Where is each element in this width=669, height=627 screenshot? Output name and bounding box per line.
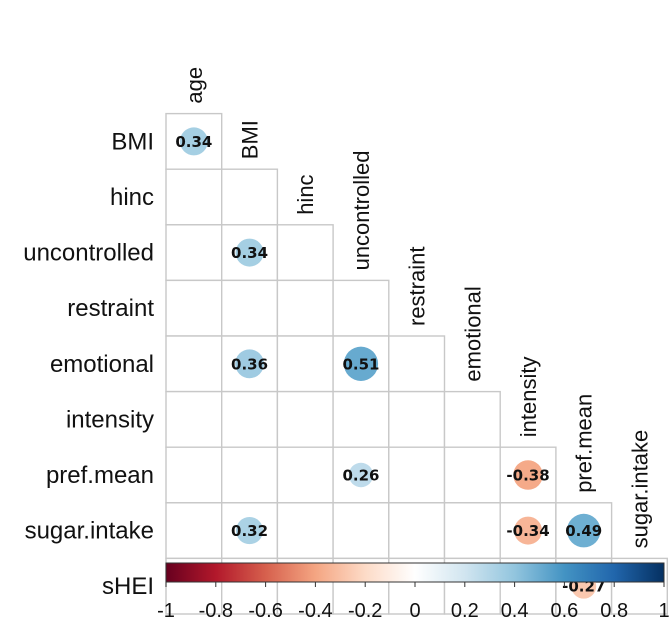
column-label-bmi: BMI — [238, 120, 263, 159]
cell-pref-mean-emotional — [443, 446, 501, 504]
corr-value-pref-mean-intensity: -0.38 — [506, 467, 549, 485]
cell-sugar-intake-restraint — [388, 502, 446, 560]
corr-circle-uncontrolled-bmi — [235, 238, 264, 267]
corr-circle-pref-mean-intensity — [513, 460, 543, 490]
cell-pref-mean-restraint — [388, 446, 446, 504]
cell-emotional-hinc — [276, 335, 334, 393]
colorbar-tick-label: -0.6 — [248, 600, 282, 622]
colorbar-tick-label: -0.4 — [298, 600, 332, 622]
corr-value-sugar-intake-pref-mean: 0.49 — [565, 522, 602, 540]
cell-emotional-age — [165, 335, 223, 393]
cell-pref-mean-hinc — [276, 446, 334, 504]
colorbar-tick-label: -0.2 — [348, 600, 382, 622]
row-labels: BMI hinc uncontrolled restraint emotional int… — [23, 128, 154, 600]
cell-restraint-age — [165, 279, 223, 337]
column-label-pref-mean: pref.mean — [572, 394, 597, 493]
column-label-restraint: restraint — [405, 247, 430, 326]
row-label-restraint: restraint — [67, 295, 154, 322]
colorbar-gradient — [165, 562, 665, 583]
row-label-uncontrolled: uncontrolled — [23, 240, 154, 267]
corr-circle-sugar-intake-pref-mean — [566, 513, 601, 548]
row-label-bmi: BMI — [111, 128, 154, 155]
corr-value-emotional-bmi: 0.36 — [231, 355, 268, 373]
cell-sugar-intake-age — [165, 502, 223, 560]
column-label-intensity: intensity — [516, 356, 541, 437]
corr-circle-sugar-intake-intensity — [514, 516, 543, 545]
corr-circle-emotional-bmi — [235, 349, 264, 379]
cell-uncontrolled-age — [165, 224, 223, 282]
corr-circle-pref-mean-uncontrolled — [348, 462, 374, 488]
cell-pref-mean-age — [165, 446, 223, 504]
corr-value-bmi-age: 0.34 — [175, 133, 212, 151]
cell-restraint-hinc — [276, 279, 334, 337]
cell-intensity-emotional — [443, 390, 501, 448]
corr-circle-emotional-uncontrolled — [343, 346, 379, 381]
colorbar-tick-label: 0.4 — [501, 600, 529, 622]
colorbar-tick-label: 0.6 — [550, 600, 578, 622]
cell-intensity-age — [165, 390, 223, 448]
cell-restraint-uncontrolled — [332, 279, 390, 337]
row-label-shei: sHEI — [102, 573, 154, 600]
cell-sugar-intake-emotional — [443, 502, 501, 560]
corr-value-uncontrolled-bmi: 0.34 — [231, 244, 268, 262]
cell-intensity-uncontrolled — [332, 390, 390, 448]
cell-intensity-hinc — [276, 390, 334, 448]
cell-uncontrolled-hinc — [276, 224, 334, 282]
cell-emotional-restraint — [388, 335, 446, 393]
cell-sugar-intake-hinc — [276, 502, 334, 560]
colorbar-tick-label: -0.8 — [199, 600, 233, 622]
corr-value-sugar-intake-bmi: 0.32 — [231, 522, 268, 540]
column-label-hinc: hinc — [293, 174, 318, 214]
colorbar-tick-label: 0.2 — [451, 600, 479, 622]
colorbar-tick-label: 1 — [658, 600, 669, 622]
cell-intensity-restraint — [388, 390, 446, 448]
column-label-emotional: emotional — [460, 286, 485, 381]
cell-sugar-intake-uncontrolled — [332, 502, 390, 560]
row-label-sugar-intake: sugar.intake — [25, 518, 154, 545]
colorbar-tick-label: 0.8 — [600, 600, 628, 622]
cell-intensity-bmi — [220, 390, 279, 448]
row-label-emotional: emotional — [50, 351, 154, 378]
cell-restraint-bmi — [220, 279, 279, 337]
corr-circle-sugar-intake-bmi — [235, 517, 264, 545]
column-label-uncontrolled: uncontrolled — [349, 151, 374, 271]
cell-pref-mean-bmi — [220, 446, 279, 504]
colorbar-tick-label: 0 — [409, 600, 420, 622]
cell-hinc-bmi — [220, 168, 279, 226]
corr-circle-bmi-age — [179, 127, 208, 156]
corr-value-sugar-intake-intensity: -0.34 — [506, 522, 549, 540]
row-label-pref-mean: pref.mean — [46, 462, 154, 489]
cell-hinc-age — [165, 168, 223, 226]
cell-emotional-uncontrolled — [332, 335, 390, 393]
row-label-intensity: intensity — [66, 406, 154, 433]
corr-value-emotional-uncontrolled: 0.51 — [342, 355, 379, 373]
colorbar: -1 -0.8 -0.6 -0.4 -0.2 0 0.2 0.4 0.6 0.8 1 — [157, 562, 669, 622]
corr-value-pref-mean-uncontrolled: 0.26 — [342, 467, 379, 485]
correlation-marks: 0.340.340.36 0.510.26 -0.380.32 -0.34 0.49-0… — [175, 127, 605, 599]
colorbar-tick-label: -1 — [157, 600, 175, 622]
column-label-age: age — [182, 67, 207, 104]
column-label-sugar-intake: sugar.intake — [627, 430, 652, 549]
row-label-hinc: hinc — [110, 184, 154, 211]
column-labels: age BMI hinc uncontrolled restraint emotional… — [182, 67, 653, 549]
